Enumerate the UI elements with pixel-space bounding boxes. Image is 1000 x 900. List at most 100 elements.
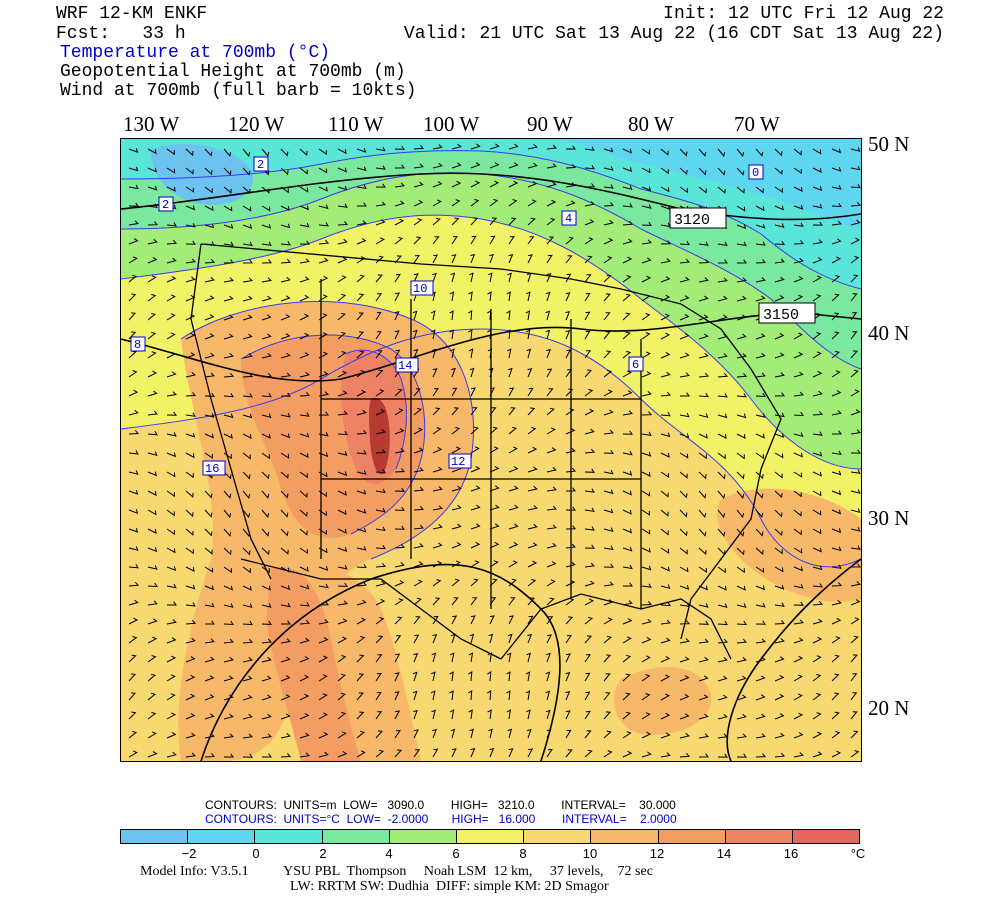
wind-barb bbox=[204, 333, 215, 340]
wind-barb bbox=[413, 561, 424, 568]
wind-barb bbox=[793, 204, 804, 210]
wind-barb bbox=[527, 446, 538, 454]
wind-barb bbox=[318, 619, 329, 625]
wind-barb bbox=[660, 240, 671, 245]
wind-barb bbox=[622, 654, 632, 663]
wind-barb bbox=[831, 293, 840, 302]
wind-barb bbox=[337, 221, 349, 226]
wind-barb bbox=[489, 387, 495, 397]
wind-barb bbox=[432, 748, 439, 758]
wind-barb bbox=[698, 733, 709, 739]
wind-barb bbox=[318, 332, 328, 340]
wind-barb bbox=[641, 275, 652, 283]
wind-barb bbox=[204, 352, 215, 359]
wind-barb bbox=[337, 351, 347, 359]
colorbar-tick-minus2: −2 bbox=[181, 846, 197, 861]
wind-barb bbox=[603, 409, 614, 416]
wind-barb bbox=[831, 166, 842, 172]
wind-barb bbox=[128, 470, 139, 475]
wind-barb bbox=[660, 452, 670, 458]
wind-barb bbox=[185, 452, 195, 459]
wind-barb bbox=[831, 331, 840, 340]
wind-barb bbox=[527, 427, 537, 435]
colorbar-tick-8: 8 bbox=[519, 846, 527, 861]
wind-barb bbox=[299, 258, 310, 264]
wind-barb bbox=[337, 509, 347, 516]
wind-barb bbox=[261, 585, 271, 591]
wind-barb bbox=[223, 490, 232, 499]
wind-barb bbox=[261, 333, 272, 340]
wind-barb bbox=[850, 617, 860, 625]
height-label-3120: 3120 bbox=[674, 212, 710, 229]
wind-barb bbox=[280, 392, 291, 397]
wind-barb bbox=[223, 353, 234, 359]
wind-barb bbox=[412, 310, 418, 321]
wind-barb bbox=[128, 238, 139, 245]
wind-barb bbox=[812, 239, 823, 245]
wind-barb bbox=[507, 633, 513, 644]
wind-barb bbox=[565, 164, 577, 169]
wind-barb bbox=[394, 635, 402, 644]
wind-barb bbox=[432, 446, 443, 454]
wind-barb bbox=[318, 431, 329, 437]
wind-barb bbox=[470, 578, 479, 587]
wind-barb bbox=[147, 331, 157, 340]
wind-barb bbox=[736, 167, 745, 176]
wind-barb bbox=[185, 602, 196, 607]
wind-barb bbox=[204, 638, 215, 644]
wind-barb bbox=[774, 186, 784, 193]
wind-barb bbox=[337, 148, 347, 155]
wind-barbs bbox=[128, 143, 861, 758]
wind-barb bbox=[394, 255, 402, 264]
wind-barb bbox=[679, 167, 688, 176]
wind-barb bbox=[413, 524, 424, 530]
wind-barb bbox=[185, 205, 196, 211]
wind-barb bbox=[489, 426, 498, 435]
wind-barb bbox=[147, 731, 157, 739]
wind-barb bbox=[488, 633, 494, 644]
wind-barb bbox=[185, 412, 196, 417]
us-mexico-border bbox=[240, 558, 502, 660]
wind-barb bbox=[394, 562, 405, 568]
wind-barb bbox=[204, 241, 215, 246]
wind-barb bbox=[584, 448, 596, 454]
wind-barb bbox=[299, 332, 310, 340]
wind-barb bbox=[755, 148, 764, 157]
wind-barb bbox=[717, 452, 726, 460]
wind-barb bbox=[280, 205, 290, 211]
wind-barb bbox=[812, 294, 822, 302]
wind-barb bbox=[242, 433, 252, 439]
wind-barb bbox=[489, 198, 499, 207]
wind-barb bbox=[736, 186, 745, 194]
colorbar-swatch-10 bbox=[792, 830, 860, 843]
wind-barb bbox=[736, 205, 746, 212]
wind-barb bbox=[793, 655, 804, 663]
wind-barb bbox=[488, 367, 494, 378]
wind-barb bbox=[337, 711, 347, 720]
wind-barb bbox=[223, 333, 234, 340]
wind-barb bbox=[736, 471, 745, 480]
wind-barb bbox=[774, 471, 783, 479]
wind-barb bbox=[280, 295, 291, 302]
wind-barb bbox=[185, 294, 196, 302]
wind-barb bbox=[242, 603, 253, 609]
wind-barb bbox=[584, 201, 595, 207]
wind-barb bbox=[641, 636, 652, 644]
wind-barb bbox=[679, 258, 690, 264]
wind-barb bbox=[128, 166, 139, 172]
wind-barb bbox=[717, 733, 728, 739]
wind-barb bbox=[299, 547, 308, 555]
wind-barb bbox=[394, 311, 400, 321]
wind-barb bbox=[261, 148, 270, 157]
wind-barb bbox=[451, 615, 458, 625]
wind-barb bbox=[603, 274, 612, 283]
wind-barb bbox=[793, 452, 803, 458]
wind-barb bbox=[204, 392, 215, 397]
east-coast bbox=[680, 303, 782, 640]
wind-barb bbox=[812, 528, 822, 535]
wind-barb bbox=[736, 638, 748, 644]
wind-barb bbox=[774, 620, 786, 625]
wind-barb bbox=[147, 185, 158, 191]
wind-barb bbox=[449, 690, 454, 701]
wind-barb bbox=[755, 186, 764, 194]
